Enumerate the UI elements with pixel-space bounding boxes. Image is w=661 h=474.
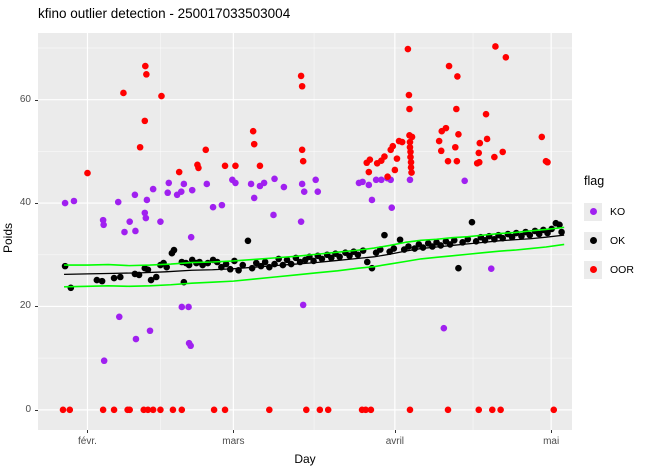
y-tick-label: 40 [19, 197, 31, 209]
legend-key-box [584, 260, 602, 279]
x-tick-mark [87, 430, 89, 433]
y-tick-label: 20 [19, 300, 31, 312]
legend-key-box [584, 202, 602, 221]
legend-label-oor: OOR [610, 263, 634, 276]
legend: flag KO OK OOR [584, 174, 634, 284]
y-tick-label: 60 [19, 93, 31, 105]
ko-dot-icon [589, 208, 597, 215]
y-tick-mark [35, 306, 38, 308]
legend-entry-oor: OOR [584, 255, 634, 284]
x-tick-label: mars [222, 436, 245, 447]
ok-dot-icon [589, 237, 597, 244]
oor-dot-icon [589, 266, 597, 273]
plot-panel [38, 33, 572, 430]
y-tick-mark [35, 409, 38, 411]
y-tick-label: 0 [25, 403, 31, 415]
scatter-plot-canvas [38, 33, 572, 430]
y-axis-title: Poids [1, 222, 15, 254]
x-axis-title: Day [294, 452, 316, 466]
legend-label-ok: OK [610, 234, 626, 247]
legend-title: flag [584, 174, 605, 188]
y-tick-mark [35, 203, 38, 205]
y-tick-mark [35, 99, 38, 101]
legend-key-box [584, 231, 602, 250]
x-tick-mark [233, 430, 235, 433]
x-tick-mark [551, 430, 553, 433]
legend-label-ko: KO [610, 205, 626, 218]
x-tick-label: mai [543, 436, 560, 447]
legend-entry-ko: KO [584, 197, 634, 226]
x-tick-label: avril [385, 436, 405, 447]
plot-title: kfino outlier detection - 25001703350300… [38, 6, 291, 21]
x-tick-label: févr. [78, 436, 97, 447]
x-tick-mark [394, 430, 396, 433]
legend-entry-ok: OK [584, 226, 634, 255]
